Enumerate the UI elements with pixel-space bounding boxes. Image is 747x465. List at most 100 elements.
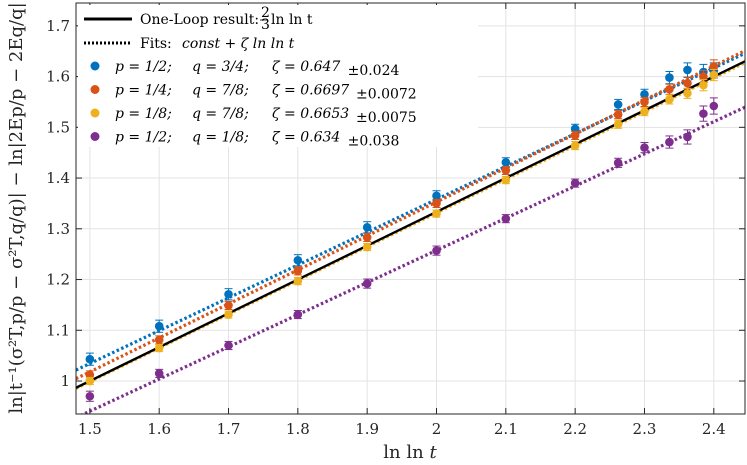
legend-series-p: p = 1/8; [115,106,172,122]
data-point-series-2 [570,131,580,140]
data-point-series-4 [665,137,674,147]
data-point-series-4 [640,143,649,152]
legend-series-q: q = 7/8; [192,106,249,122]
legend-series-q: q = 7/8; [192,83,249,99]
data-point-series-3 [640,107,649,116]
data-point-series-2 [640,97,649,107]
data-point-series-1 [154,321,164,331]
legend-series-q: q = 1/8; [192,130,249,146]
data-point-series-2 [665,84,674,94]
data-point-series-3 [293,276,303,286]
data-point-series-4 [570,178,580,188]
x-tick-label: 2.3 [633,420,657,438]
data-point-series-4 [224,341,233,350]
legend-series-err: ±0.024 [348,63,400,79]
x-tick-label: 1.7 [217,420,241,438]
data-point-series-1 [665,73,674,82]
x-axis-label: ln ln t [383,442,437,463]
data-point-series-4 [432,246,441,255]
legend-series: p = 1/2; q = 3/4; ζ = 0.647 ±0.024 p = 1/4; q… [90,59,417,150]
data-point-series-2 [224,301,233,310]
data-point-series-1 [224,289,233,299]
fit-line-2 [76,49,745,381]
data-point-series-3 [501,175,511,185]
data-point-series-2 [362,233,372,242]
data-point-series-1 [501,158,511,167]
legend-box [78,5,478,147]
legend-series-q: q = 3/4; [192,59,249,75]
one-loop-line [76,60,745,389]
y-tick-label: 1.1 [46,321,70,339]
legend-fits-math: const + ζ ln ln t [182,36,295,52]
data-point-series-3 [709,70,719,80]
x-tick-labels: 1.5 1.6 1.7 1.8 1.9 2 2.1 2.2 2.3 2.4 [78,420,726,438]
legend-marker-2 [90,85,100,94]
data-point-series-3 [665,95,674,104]
y-tick-label: 1.5 [46,118,70,136]
data-point-series-4 [613,158,623,168]
y-tick-labels: 1 1.1 1.2 1.3 1.4 1.5 1.6 1.7 [46,17,70,390]
data-point-series-2 [501,166,511,175]
data-point-series-3 [432,209,441,218]
data-point-series-2 [683,78,692,88]
legend: One-Loop result: 2 3 ln ln t Fits: const… [78,5,478,150]
legend-series-p: p = 1/4; [115,83,172,99]
legend-one-loop-text: One-Loop result: [140,12,259,28]
data-point-series-4 [683,132,692,142]
data-point-series-4 [709,101,719,111]
data-point-series-1 [432,191,441,201]
data-point-series-3 [154,343,164,353]
data-point-series-3 [85,376,95,386]
legend-series-zeta: ζ = 0.6697 [272,83,349,99]
data-point-series-2 [432,199,441,208]
data-point-series-4 [85,391,95,401]
y-tick-label: 1.4 [46,169,70,187]
data-point-series-1 [640,90,649,99]
legend-marker-4 [90,132,100,141]
data-markers [85,59,719,402]
data-point-series-2 [709,62,719,71]
data-point-series-2 [293,266,303,276]
data-point-series-3 [570,141,580,150]
y-tick-label: 1 [60,372,70,390]
x-tick-label: 1.8 [286,420,310,438]
x-tick-label: 1.6 [147,420,171,438]
data-point-series-4 [501,214,511,223]
legend-one-loop-tail: ln ln t [271,12,313,28]
data-point-series-3 [613,119,623,129]
data-point-series-2 [154,335,164,345]
legend-series-err: ±0.0075 [356,110,417,126]
data-point-series-3 [224,310,233,319]
y-tick-label: 1.7 [46,17,70,35]
data-point-series-1 [362,222,372,232]
one-loop-result-line [76,60,745,389]
legend-series-err: ±0.038 [348,134,400,150]
data-point-series-2 [699,72,708,81]
legend-one-loop-frac-num: 2 [261,5,270,21]
y-tick-label: 1.3 [46,220,70,238]
data-point-series-3 [683,89,692,98]
legend-series-err: ±0.0072 [356,87,417,103]
legend-fits-text: Fits: [140,36,172,52]
legend-marker-3 [90,108,100,118]
data-point-series-1 [613,100,623,109]
legend-one-loop-frac-den: 3 [261,17,270,33]
x-tick-label: 2.2 [563,420,587,438]
x-tick-label: 1.9 [355,420,379,438]
data-point-series-1 [683,65,692,75]
data-point-series-2 [613,110,623,119]
legend-series-zeta: ζ = 0.647 [272,59,340,75]
legend-marker-1 [90,61,100,71]
legend-series-zeta: ζ = 0.6653 [272,106,349,122]
data-point-series-1 [293,255,303,265]
data-point-series-3 [362,242,372,252]
data-point-series-4 [362,279,372,288]
data-point-series-4 [699,109,708,118]
x-tick-label: 1.5 [78,420,102,438]
y-tick-label: 1.6 [46,68,70,86]
data-point-series-1 [85,354,95,364]
x-tick-label: 2.1 [494,420,518,438]
x-tick-label: 2.4 [702,420,726,438]
data-point-series-4 [154,369,164,378]
y-tick-label: 1.2 [46,271,70,289]
